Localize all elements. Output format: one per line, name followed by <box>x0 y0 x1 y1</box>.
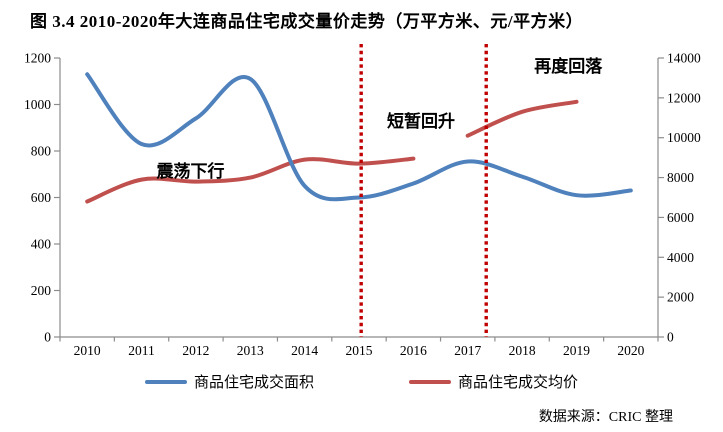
x-axis-year-label: 2017 <box>454 343 481 358</box>
area-series-line-segment-0 <box>85 72 633 202</box>
y-axis-right-tick-label: 6000 <box>667 210 694 225</box>
price-line-swatch <box>409 379 451 384</box>
price-series-line-segment-1 <box>465 99 579 138</box>
y-axis-left-tick-label: 200 <box>31 283 52 298</box>
x-axis-year-label: 2012 <box>182 343 209 358</box>
x-axis-year-label: 2015 <box>346 343 373 358</box>
legend-label-price: 商品住宅成交均价 <box>458 375 579 391</box>
x-axis-year-label: 2016 <box>400 343 427 358</box>
x-axis-year-label: 2019 <box>563 343 590 358</box>
x-axis-year-label: 2014 <box>291 343 318 358</box>
chart-title: 图 3.4 2010-2020年大连商品住宅成交量价走势（万平方米、元/平方米） <box>30 12 584 31</box>
x-axis-year-label: 2018 <box>509 343 536 358</box>
y-axis-left-tick-label: 600 <box>31 190 52 205</box>
chart-legend: 商品住宅成交面积 商品住宅成交均价 <box>0 371 723 392</box>
y-axis-right-tick-label: 0 <box>667 330 674 345</box>
price-series-line-segment-0 <box>85 156 416 204</box>
legend-item-area: 商品住宅成交面积 <box>144 371 314 392</box>
area-line-swatch <box>144 379 187 384</box>
source-note: 数据来源：CRIC 整理 <box>538 410 673 425</box>
x-axis-year-label: 2013 <box>237 343 264 358</box>
annotation-text: 震荡下行 <box>155 161 224 181</box>
y-axis-right-tick-label: 8000 <box>667 170 694 185</box>
y-axis-right-tick-label: 4000 <box>667 250 694 265</box>
y-axis-left-tick-label: 0 <box>44 330 51 345</box>
x-axis-year-label: 2020 <box>617 343 644 358</box>
y-axis-right-tick-label: 2000 <box>667 290 694 305</box>
y-axis-left-tick-label: 800 <box>31 144 52 159</box>
annotation-text: 短暂回升 <box>387 111 455 131</box>
legend-label-area: 商品住宅成交面积 <box>193 375 314 391</box>
annotation-text: 再度回落 <box>534 56 603 76</box>
x-axis-year-label: 2010 <box>74 343 101 358</box>
y-axis-right-tick-label: 14000 <box>667 51 701 66</box>
y-axis-right-tick-label: 12000 <box>667 90 701 105</box>
x-axis-year-label: 2011 <box>128 343 155 358</box>
legend-item-price: 商品住宅成交均价 <box>409 371 578 392</box>
y-axis-left-tick-label: 1200 <box>24 51 51 66</box>
y-axis-left-tick-label: 400 <box>31 237 52 252</box>
y-axis-right-tick-label: 10000 <box>667 130 701 145</box>
y-axis-left-tick-label: 1000 <box>24 97 51 112</box>
